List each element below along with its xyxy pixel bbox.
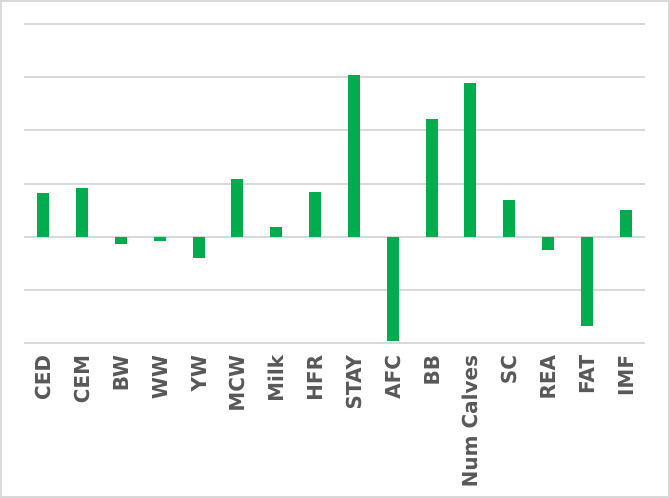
- gridline: [24, 23, 645, 25]
- x-label-ced: CED: [31, 355, 56, 400]
- bar-num-calves: [464, 83, 477, 237]
- bar-ww: [153, 236, 166, 241]
- bar-stay: [347, 74, 360, 237]
- gridline: [24, 289, 645, 291]
- x-label-num-calves: Num Calves: [458, 355, 483, 488]
- gridline: [24, 342, 645, 345]
- x-label-hfr: HFR: [303, 355, 328, 401]
- x-label-rea: REA: [535, 355, 560, 400]
- x-label-cem: CEM: [70, 355, 95, 404]
- bar-afc: [386, 236, 399, 341]
- bar-imf: [619, 209, 632, 237]
- bar-bw: [115, 236, 128, 245]
- x-label-yw: YW: [186, 355, 211, 392]
- bar-mcw: [231, 179, 244, 237]
- bar-hfr: [309, 192, 322, 237]
- x-label-imf: IMF: [613, 355, 638, 397]
- gridline: [24, 235, 645, 238]
- x-label-sc: SC: [497, 355, 522, 385]
- bar-ced: [37, 193, 50, 237]
- bar-cem: [76, 187, 89, 237]
- x-label-milk: Milk: [264, 355, 289, 402]
- bar-fat: [580, 236, 593, 327]
- x-label-stay: STAY: [341, 355, 366, 410]
- plot-area: [24, 23, 645, 345]
- bar-yw: [192, 236, 205, 258]
- bar-milk: [270, 226, 283, 237]
- bar-rea: [541, 236, 554, 250]
- x-label-afc: AFC: [380, 355, 405, 399]
- x-label-ww: WW: [147, 355, 172, 400]
- bar-bb: [425, 119, 438, 237]
- x-label-bw: BW: [109, 355, 134, 392]
- gridline: [24, 182, 645, 185]
- bar-sc: [503, 199, 516, 237]
- x-label-bb: BB: [419, 355, 444, 386]
- x-label-mcw: MCW: [225, 355, 250, 412]
- x-label-fat: FAT: [574, 355, 599, 394]
- gridline: [24, 76, 645, 79]
- gridline: [24, 129, 645, 132]
